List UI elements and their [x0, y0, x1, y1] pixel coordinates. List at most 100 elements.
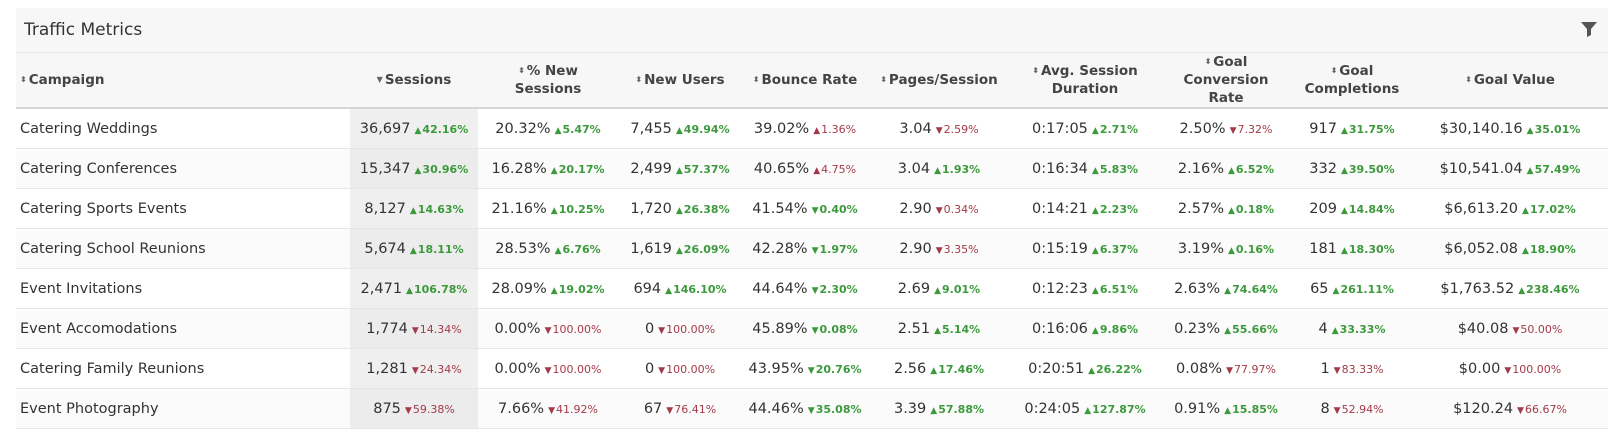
metric-cell: 1,720 ▲26.38%: [618, 188, 742, 229]
change-percent: 42.16%: [422, 122, 469, 136]
change-percent: 20.76%: [815, 362, 862, 376]
column-header[interactable]: ⬍ Goal Completions: [1292, 53, 1412, 109]
change-indicator: ▲10.25%: [551, 203, 605, 216]
sort-icon: ⬍: [635, 75, 643, 84]
campaign-name: Catering Family Reunions: [16, 348, 350, 389]
campaign-name: Catering Sports Events: [16, 188, 350, 229]
change-percent: 100.00%: [666, 362, 716, 376]
metric-cell: 4 ▲33.33%: [1292, 308, 1412, 349]
metric-cell: 2.16% ▲6.52%: [1160, 148, 1292, 189]
table-row: Event Accomodations 1,774 ▼14.34% 0.00% ▼100…: [16, 308, 1608, 349]
triangle-up-icon: ▲: [930, 405, 938, 416]
metric-cell: $10,541.04 ▲57.49%: [1412, 148, 1608, 189]
column-header[interactable]: ▼ Sessions: [350, 53, 478, 109]
triangle-down-icon: ▼: [1517, 405, 1524, 416]
change-percent: 57.49%: [1534, 162, 1581, 176]
triangle-up-icon: ▲: [1227, 205, 1235, 216]
table-body: Catering Weddings 36,697 ▲42.16% 20.32% ▲5.4…: [16, 108, 1608, 429]
metric-cell: 0:20:51 ▲26.22%: [1010, 348, 1160, 389]
change-indicator: ▲31.75%: [1341, 123, 1395, 136]
column-header[interactable]: ⬍ Goal Value: [1412, 53, 1608, 109]
triangle-down-icon: ▼: [666, 405, 674, 416]
change-percent: 0.08%: [819, 322, 858, 336]
metric-value: 0.23%: [1174, 320, 1221, 337]
metric-cell: 0:16:34 ▲5.83%: [1010, 148, 1160, 189]
campaign-name: Event Photography: [16, 388, 350, 429]
metric-value: 917: [1309, 120, 1337, 137]
triangle-down-icon: ▼: [548, 405, 556, 416]
change-indicator: ▲4.75%: [813, 163, 856, 176]
change-indicator: ▲14.84%: [1341, 203, 1395, 216]
column-header[interactable]: ⬍% New Sessions: [478, 53, 618, 109]
column-header[interactable]: ⬍ Goal Conversion Rate: [1160, 53, 1292, 109]
change-percent: 4.75%: [821, 162, 857, 176]
change-percent: 20.17%: [558, 162, 605, 176]
metric-value: 43.95%: [748, 360, 804, 377]
triangle-up-icon: ▲: [1518, 285, 1526, 296]
metric-cell: 2.51 ▲5.14%: [868, 308, 1010, 349]
change-percent: 0.18%: [1235, 202, 1275, 216]
change-percent: 9.01%: [942, 282, 981, 296]
change-indicator: ▲146.10%: [665, 283, 726, 296]
metric-cell: 1,619 ▲26.09%: [618, 228, 742, 269]
metric-cell: 16.28% ▲20.17%: [478, 148, 618, 189]
table-row: Catering School Reunions 5,674 ▲18.11% 28.5…: [16, 228, 1608, 269]
metric-cell: 42.28% ▼1.97%: [742, 228, 868, 269]
metric-cell: $120.24 ▼66.67%: [1412, 388, 1608, 429]
column-header[interactable]: ⬍ Bounce Rate: [742, 53, 868, 109]
triangle-down-icon: ▼: [1226, 365, 1234, 376]
metric-value: 3.39: [893, 400, 927, 417]
change-percent: 83.33%: [1341, 362, 1384, 376]
triangle-up-icon: ▲: [1224, 325, 1232, 336]
column-header[interactable]: ⬍ Pages/Session: [868, 53, 1010, 109]
metric-cell: 44.46% ▼35.08%: [742, 388, 868, 429]
change-indicator: ▲2.23%: [1092, 203, 1138, 216]
metric-cell: 332 ▲39.50%: [1292, 148, 1412, 189]
metric-cell: 0:14:21 ▲2.23%: [1010, 188, 1160, 229]
triangle-down-icon: ▼: [811, 205, 819, 216]
change-indicator: ▲9.01%: [934, 283, 980, 296]
campaign-name: Catering Conferences: [16, 148, 350, 189]
filter-icon[interactable]: [1580, 20, 1598, 38]
triangle-up-icon: ▲: [675, 245, 683, 256]
metric-value: 694: [633, 280, 662, 297]
metric-value: 8: [1320, 400, 1330, 417]
metric-cell: 694 ▲146.10%: [618, 268, 742, 309]
triangle-down-icon: ▼: [1333, 365, 1341, 376]
metric-cell: 0.00% ▼100.00%: [478, 308, 618, 349]
metric-cell: 0.23% ▲55.66%: [1160, 308, 1292, 349]
metric-value: 16.28%: [491, 160, 547, 177]
column-header-label: Goal Conversion Rate: [1183, 54, 1269, 106]
triangle-up-icon: ▲: [675, 125, 683, 136]
change-percent: 35.01%: [1534, 122, 1581, 136]
column-header[interactable]: ⬍ Avg. Session Duration: [1010, 53, 1160, 109]
metric-value: 0:12:23: [1032, 280, 1088, 297]
metric-value: 7,455: [630, 120, 672, 137]
change-percent: 18.30%: [1348, 242, 1395, 256]
triangle-up-icon: ▲: [1224, 405, 1232, 416]
metric-cell: 5,674 ▲18.11%: [350, 228, 478, 269]
metric-value: $0.00: [1458, 360, 1501, 377]
metric-value: 2,499: [630, 160, 672, 177]
sort-icon: ⬍: [1465, 75, 1472, 84]
change-percent: 6.37%: [1099, 242, 1138, 256]
change-percent: 17.46%: [938, 362, 985, 376]
table-header-row: ⬍ Campaign ▼ Sessions ⬍% New Sessions ⬍ New Us…: [16, 53, 1608, 109]
change-percent: 57.37%: [683, 162, 730, 176]
triangle-up-icon: ▲: [1091, 325, 1099, 336]
triangle-up-icon: ▲: [1227, 165, 1235, 176]
triangle-down-icon: ▼: [807, 405, 815, 416]
column-header[interactable]: ⬍ New Users: [618, 53, 742, 109]
change-indicator: ▲261.11%: [1333, 283, 1394, 296]
metric-cell: 21.16% ▲10.25%: [478, 188, 618, 229]
triangle-down-icon: ▼: [935, 125, 943, 136]
change-percent: 261.11%: [1340, 282, 1394, 296]
metric-value: 42.28%: [752, 240, 808, 257]
change-indicator: ▲20.17%: [551, 163, 605, 176]
metric-value: $30,140.16: [1439, 120, 1523, 137]
change-indicator: ▼83.33%: [1334, 363, 1384, 376]
change-indicator: ▲57.88%: [930, 403, 984, 416]
triangle-up-icon: ▲: [1332, 285, 1340, 296]
column-header[interactable]: ⬍ Campaign: [16, 53, 350, 109]
change-percent: 19.02%: [558, 282, 605, 296]
